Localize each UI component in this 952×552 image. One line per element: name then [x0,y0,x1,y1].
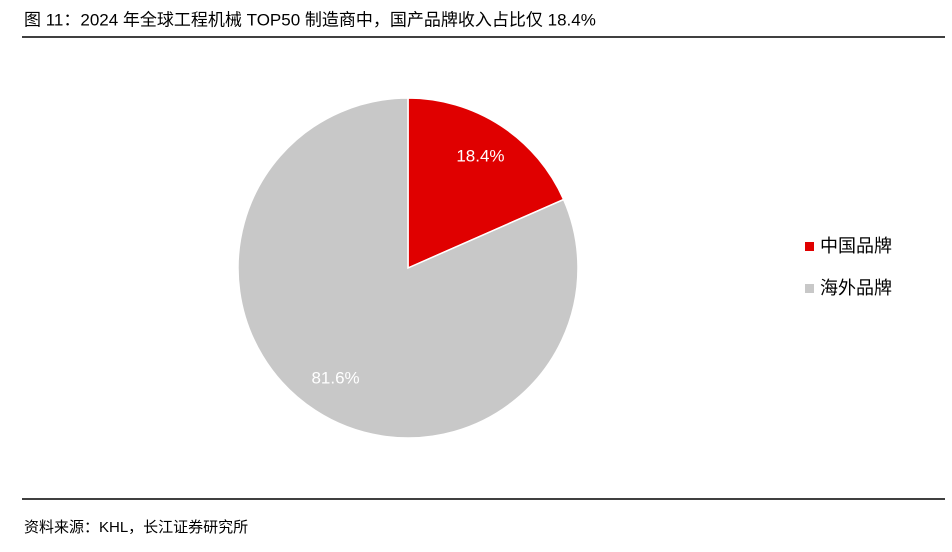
legend-swatch [805,242,814,251]
chart-title: 图 11：2024 年全球工程机械 TOP50 制造商中，国产品牌收入占比仅 1… [24,10,596,29]
pie-slice [237,97,579,439]
value-label: 18.4% [456,146,504,165]
legend-label: 海外品牌 [820,278,892,298]
legend-label: 中国品牌 [820,236,892,256]
source: 资料来源：KHL，长江证券研究所 [24,519,248,536]
legend-swatch [805,284,814,293]
pie-slice [407,97,565,270]
value-label: 81.6% [311,369,359,388]
